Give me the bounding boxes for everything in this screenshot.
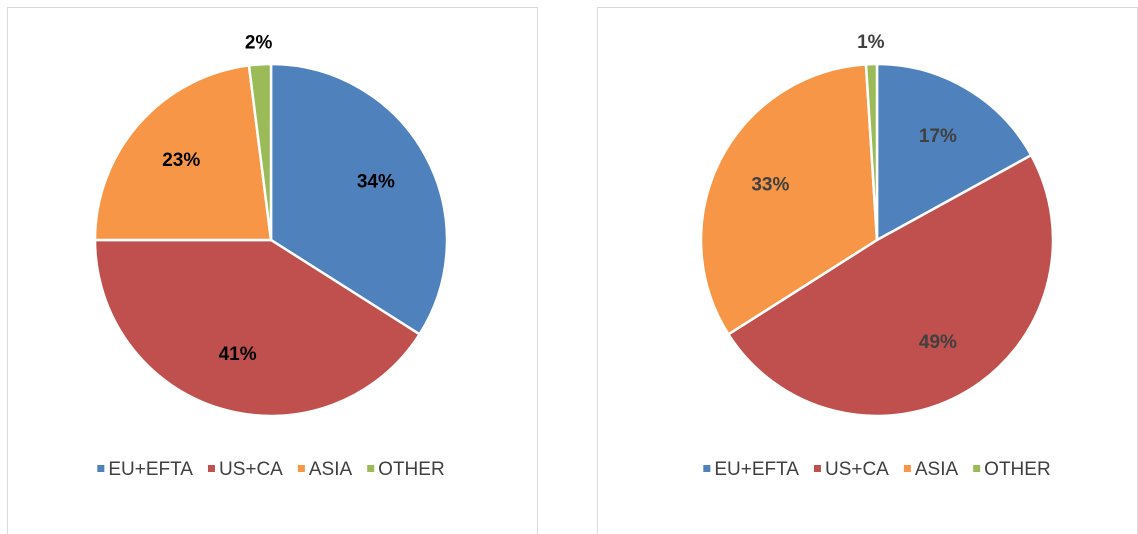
legend-label: OTHER — [378, 459, 445, 480]
data-label: 41% — [219, 344, 257, 365]
legend-label: US+CA — [219, 459, 283, 480]
pie-slice — [864, 62, 879, 241]
legend-label: EU+EFTA — [108, 459, 193, 480]
data-label: 23% — [162, 150, 200, 171]
legend-marker — [97, 465, 105, 472]
data-label: 17% — [919, 126, 957, 147]
legend-marker — [973, 465, 981, 472]
pie-slice — [875, 62, 1033, 243]
data-label: 33% — [751, 175, 789, 196]
legend-marker — [367, 465, 375, 472]
legend-label: OTHER — [984, 459, 1051, 480]
pie-slice — [93, 63, 273, 242]
data-label: 1% — [857, 32, 885, 53]
legend-marker — [297, 465, 305, 472]
legend-marker — [207, 465, 215, 472]
chart-frame — [7, 7, 538, 534]
pie-slice — [93, 238, 422, 418]
data-label: 49% — [919, 332, 957, 353]
legend-label: EU+EFTA — [714, 459, 799, 480]
data-label: 34% — [357, 171, 395, 192]
legend-marker — [813, 465, 821, 472]
pie-slice — [247, 62, 273, 241]
legend-label: US+CA — [825, 459, 889, 480]
legend-label: ASIA — [915, 459, 959, 480]
legend-marker — [903, 465, 911, 472]
pie-slice — [726, 153, 1055, 418]
legend-marker — [703, 465, 711, 472]
legend-label: ASIA — [309, 459, 353, 480]
data-label: 2% — [245, 32, 273, 53]
pie-slice — [699, 63, 879, 337]
